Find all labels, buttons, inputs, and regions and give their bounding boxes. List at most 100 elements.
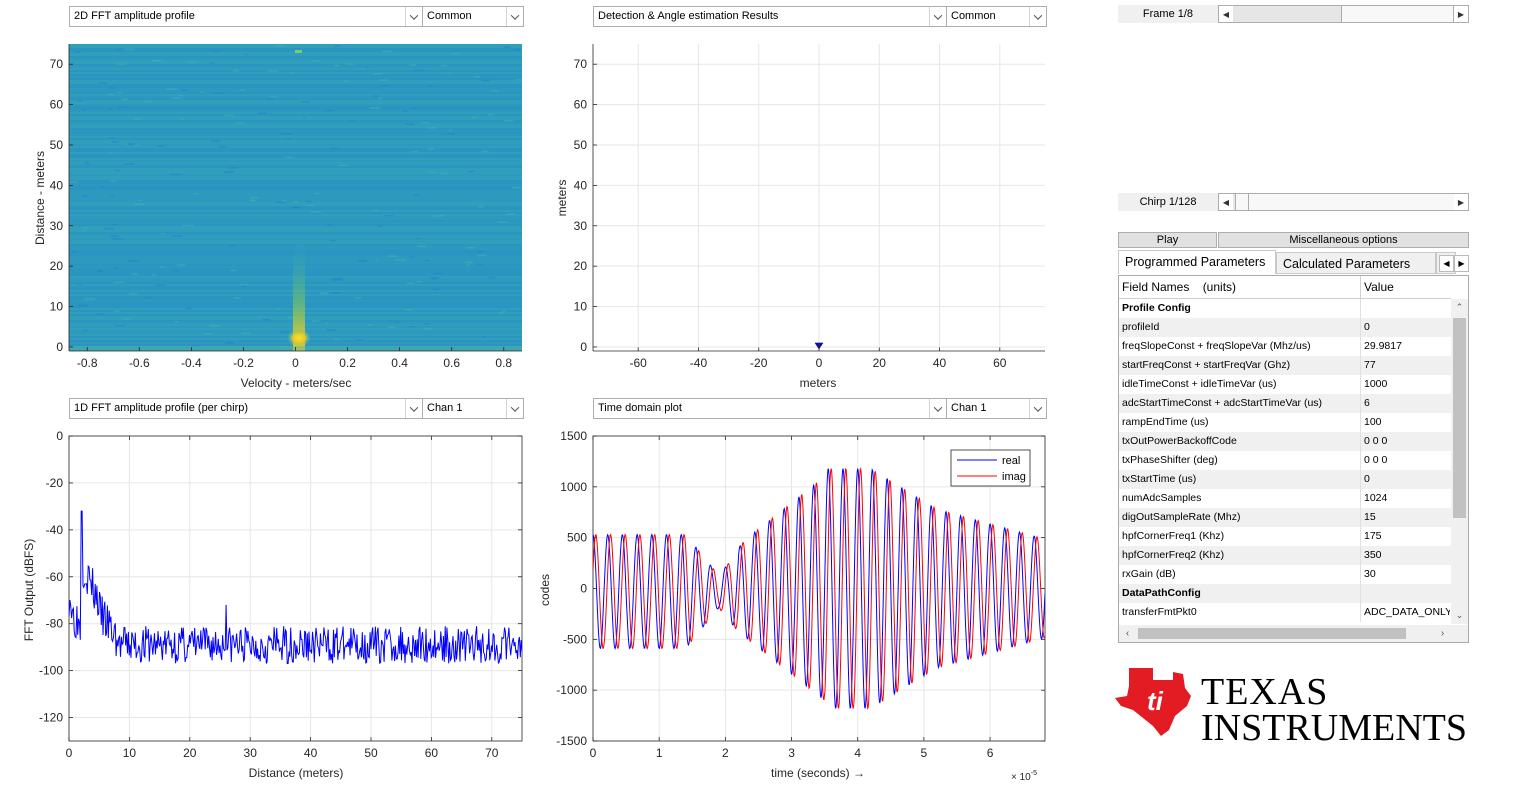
chirp-slider[interactable]: ◀ ▶ xyxy=(1218,193,1469,211)
chevron-down-icon[interactable] xyxy=(506,399,523,418)
plot2-channel-dropdown[interactable]: Common xyxy=(946,6,1047,27)
tab-scroll-left-icon[interactable]: ◀ xyxy=(1439,255,1454,272)
tab-scroll-right-icon[interactable]: ▶ xyxy=(1454,255,1469,272)
scroll-thumb[interactable] xyxy=(1453,318,1466,518)
frame-slider-handle[interactable] xyxy=(1341,6,1454,22)
plot1-channel-value: Common xyxy=(427,10,472,22)
scroll-up-icon[interactable]: ⌃ xyxy=(1455,302,1464,312)
field-name-cell: rampEndTime (us) xyxy=(1122,416,1209,428)
horizontal-scrollbar[interactable]: ‹ › xyxy=(1119,625,1468,642)
chevron-down-icon[interactable] xyxy=(405,399,422,418)
field-value-cell[interactable]: 0 0 0 xyxy=(1364,435,1388,447)
heatmap-row xyxy=(69,222,522,224)
heatmap-row xyxy=(69,68,522,70)
tab-programmed-parameters[interactable]: Programmed Parameters xyxy=(1118,250,1276,274)
field-value-cell[interactable]: 350 xyxy=(1364,549,1382,561)
x-tick-label: 0 xyxy=(590,746,597,760)
plot3-type-dropdown[interactable]: 1D FFT amplitude profile (per chirp) xyxy=(69,398,423,419)
table-row[interactable]: txOutPowerBackoffCode 0 0 0 xyxy=(1119,432,1451,451)
slider-right-arrow-icon[interactable]: ▶ xyxy=(1454,6,1468,22)
x-tick-label: -0.4 xyxy=(181,356,202,370)
field-value-cell[interactable]: 0 0 0 xyxy=(1364,454,1388,466)
chevron-down-icon[interactable] xyxy=(1029,7,1046,26)
heatmap-speckle xyxy=(269,96,277,99)
table-row[interactable]: profileId 0 xyxy=(1119,318,1451,337)
chirp-slider-handle[interactable] xyxy=(1235,194,1249,210)
vertical-scrollbar[interactable]: ⌃ ⌄ xyxy=(1451,299,1468,624)
table-row[interactable]: rxGain (dB) 30 xyxy=(1119,565,1451,584)
field-value-cell[interactable]: 15 xyxy=(1364,511,1376,523)
plot2-type-dropdown[interactable]: Detection & Angle estimation Results xyxy=(593,6,947,27)
detection-point xyxy=(814,342,824,350)
table-row[interactable]: rampEndTime (us) 100 xyxy=(1119,413,1451,432)
frame-slider[interactable]: ◀ ▶ xyxy=(1218,5,1469,23)
field-value-cell[interactable]: 77 xyxy=(1364,359,1376,371)
table-row[interactable]: adcStartTimeConst + adcStartTimeVar (us)… xyxy=(1119,394,1451,413)
chevron-down-icon[interactable] xyxy=(929,399,946,418)
table-row[interactable]: Profile Config xyxy=(1119,299,1451,318)
heatmap-row xyxy=(69,70,522,72)
field-value-cell[interactable]: 0 xyxy=(1364,473,1370,485)
table-row[interactable]: txPhaseShifter (deg) 0 0 0 xyxy=(1119,451,1451,470)
time-domain-chart: 0 1 2 3 4 5 6 1500 1000 500 0 -500 -1000 -1500 real i… xyxy=(538,429,1046,783)
plot1-channel-dropdown[interactable]: Common xyxy=(422,6,524,27)
table-row[interactable]: idleTimeConst + idleTimeVar (us) 1000 xyxy=(1119,375,1451,394)
table-row[interactable]: numAdcSamples 1024 xyxy=(1119,489,1451,508)
table-row[interactable]: digOutSampleRate (Mhz) 15 xyxy=(1119,508,1451,527)
scroll-down-icon[interactable]: ⌄ xyxy=(1455,610,1464,620)
chevron-down-icon[interactable] xyxy=(1029,399,1046,418)
table-row[interactable]: transferFmtPkt0 ADC_DATA_ONLY xyxy=(1119,603,1451,622)
slider-left-arrow-icon[interactable]: ◀ xyxy=(1219,6,1233,22)
play-button[interactable]: Play xyxy=(1118,232,1217,248)
field-value-cell[interactable]: ADC_DATA_ONLY xyxy=(1364,606,1450,618)
field-value-cell[interactable]: 1000 xyxy=(1364,378,1388,390)
heatmap-speckle xyxy=(267,97,275,100)
hscroll-thumb[interactable] xyxy=(1138,628,1406,639)
field-name-cell: txOutPowerBackoffCode xyxy=(1122,435,1237,447)
field-value-cell[interactable]: 29.9817 xyxy=(1364,340,1402,352)
heatmap-speckle xyxy=(404,308,414,311)
table-row[interactable]: freqSlopeConst + freqSlopeVar (Mhz/us) 29… xyxy=(1119,337,1451,356)
heatmap-speckle xyxy=(124,48,135,51)
field-value-cell[interactable]: 6 xyxy=(1364,397,1370,409)
heatmap-row xyxy=(69,106,522,108)
heatmap-speckle xyxy=(178,94,183,97)
field-value-cell[interactable]: 100 xyxy=(1364,416,1382,428)
heatmap-speckle xyxy=(408,325,415,328)
table-row[interactable]: startFreqConst + startFreqVar (Ghz) 77 xyxy=(1119,356,1451,375)
table-row[interactable]: txStartTime (us) 0 xyxy=(1119,470,1451,489)
heatmap-speckle xyxy=(290,72,294,74)
chevron-down-icon[interactable] xyxy=(405,7,422,26)
heatmap-speckle xyxy=(174,320,179,323)
field-value-cell[interactable]: 30 xyxy=(1364,568,1376,580)
plot4-type-dropdown[interactable]: Time domain plot xyxy=(593,398,947,419)
scroll-right-icon[interactable]: › xyxy=(1440,628,1445,639)
table-row[interactable]: hpfCornerFreq1 (Khz) 175 xyxy=(1119,527,1451,546)
x-tick-label: 0 xyxy=(816,356,823,370)
heatmap-speckle xyxy=(384,214,394,217)
plot4-channel-dropdown[interactable]: Chan 1 xyxy=(946,398,1047,419)
misc-options-button[interactable]: Miscellaneous options xyxy=(1218,232,1469,248)
y-tick-label: 40 xyxy=(50,178,64,192)
chevron-down-icon[interactable] xyxy=(929,7,946,26)
chirp-slider-track[interactable] xyxy=(1249,194,1454,210)
field-value-cell[interactable]: 1024 xyxy=(1364,492,1388,504)
slider-right-arrow-icon[interactable]: ▶ xyxy=(1454,194,1468,210)
heatmap-row xyxy=(69,216,522,218)
field-value-cell[interactable]: 175 xyxy=(1364,530,1382,542)
chevron-down-icon[interactable] xyxy=(506,7,523,26)
scroll-left-icon[interactable]: ‹ xyxy=(1125,628,1130,639)
plot1-type-dropdown[interactable]: 2D FFT amplitude profile xyxy=(69,6,423,27)
tab-calculated-parameters[interactable]: Calculated Parameters xyxy=(1276,252,1436,274)
field-value-cell[interactable]: 0 xyxy=(1364,321,1370,333)
slider-left-arrow-icon[interactable]: ◀ xyxy=(1219,194,1233,210)
table-row[interactable]: DataPathConfig xyxy=(1119,584,1451,603)
heatmap-speckle xyxy=(314,192,320,195)
frame-slider-thumb[interactable] xyxy=(1233,6,1343,22)
table-row[interactable]: hpfCornerFreq2 (Khz) 350 xyxy=(1119,546,1451,565)
heatmap-row xyxy=(69,104,522,106)
plot3-channel-dropdown[interactable]: Chan 1 xyxy=(422,398,524,419)
heatmap-zero-velocity-column xyxy=(293,240,305,351)
heatmap-speckle xyxy=(466,264,470,266)
heatmap-speckle xyxy=(250,196,259,199)
